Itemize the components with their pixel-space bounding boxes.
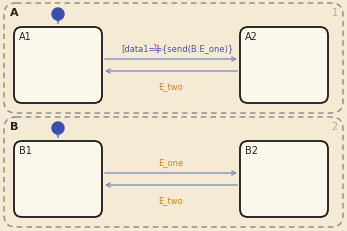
- FancyBboxPatch shape: [14, 28, 102, 103]
- Circle shape: [52, 9, 64, 21]
- Text: A1: A1: [19, 32, 32, 42]
- Circle shape: [52, 122, 64, 134]
- Text: 1: 1: [152, 44, 157, 53]
- FancyBboxPatch shape: [4, 4, 343, 113]
- Text: E_one: E_one: [158, 157, 184, 166]
- Text: E_two: E_two: [159, 82, 183, 91]
- Text: A2: A2: [245, 32, 258, 42]
- Text: E_two: E_two: [159, 195, 183, 204]
- Text: B: B: [10, 122, 18, 131]
- FancyBboxPatch shape: [14, 141, 102, 217]
- FancyBboxPatch shape: [240, 28, 328, 103]
- FancyBboxPatch shape: [240, 141, 328, 217]
- Text: B1: B1: [19, 145, 32, 155]
- Text: B2: B2: [245, 145, 258, 155]
- Text: 1: 1: [332, 8, 338, 18]
- FancyBboxPatch shape: [4, 118, 343, 227]
- Text: ] {send(B.E_one)}: ] {send(B.E_one)}: [156, 44, 233, 53]
- Text: [data1==: [data1==: [121, 44, 163, 53]
- Text: 2: 2: [332, 122, 338, 131]
- Text: A: A: [10, 8, 19, 18]
